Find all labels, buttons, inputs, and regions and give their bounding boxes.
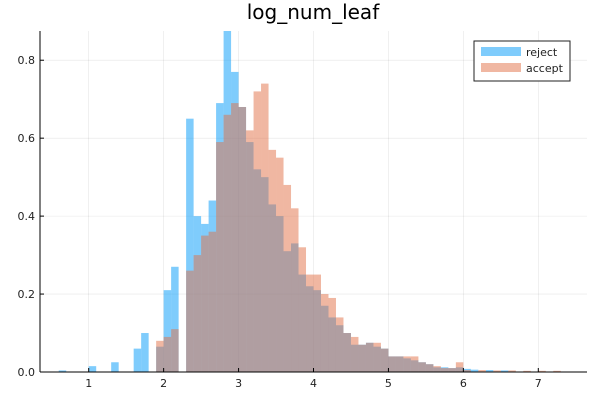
bar-accept-2	[171, 329, 179, 372]
y-tick-label-2: 0.4	[18, 210, 36, 223]
bar-accept-16	[283, 184, 292, 372]
bar-accept-11	[246, 130, 254, 372]
bar-accept-14	[268, 149, 277, 372]
bar-accept-17	[291, 208, 299, 372]
x-tick-label-5: 6	[460, 377, 467, 390]
bar-accept-24	[343, 333, 351, 372]
bar-accept-41	[478, 370, 486, 372]
bar-accept-38	[448, 368, 456, 372]
bar-accept-13	[261, 83, 269, 373]
bar-accept-33	[410, 356, 419, 372]
tick-labels: 1 2 3 4 5 6 7 0.0 0.2 0.4 0.6 0.8	[18, 54, 542, 390]
bar-accept-12	[253, 91, 262, 373]
bar-accept-19	[306, 274, 314, 372]
y-tick-label-0: 0.0	[18, 366, 36, 379]
legend-label-accept: accept	[526, 62, 564, 75]
bar-reject-8	[186, 118, 194, 372]
x-tick-label-6: 7	[535, 377, 542, 390]
bar-reject-46	[470, 369, 479, 372]
bar-accept-6	[208, 231, 217, 372]
bar-reject-1	[88, 366, 97, 372]
bar-accept-30	[388, 356, 396, 372]
y-tick-label-4: 0.8	[18, 54, 36, 67]
bar-accept-22	[328, 297, 336, 372]
y-tick-label-1: 0.2	[18, 288, 36, 301]
legend-swatch-accept	[481, 63, 521, 72]
bar-accept-36	[433, 366, 441, 372]
bar-accept-18	[298, 247, 307, 372]
bar-accept-39	[455, 362, 464, 372]
legend-swatch-reject	[481, 47, 521, 56]
x-tick-label-3: 4	[310, 377, 317, 390]
histogram-bars	[58, 31, 561, 373]
legend-label-reject: reject	[526, 46, 558, 59]
bar-accept-25	[350, 336, 359, 372]
bar-accept-29	[380, 348, 389, 372]
bar-reject-7	[171, 266, 179, 372]
x-tick-label-1: 2	[160, 377, 167, 390]
y-tick-label-3: 0.6	[18, 132, 36, 145]
bar-reject-47	[485, 370, 494, 372]
bar-reject-2	[111, 362, 119, 372]
bar-accept-43	[508, 370, 516, 372]
bar-accept-31	[395, 356, 404, 372]
bar-accept-37	[440, 368, 449, 372]
x-tick-label-0: 1	[85, 377, 92, 390]
bar-accept-0	[156, 340, 164, 372]
plot-axes	[39, 31, 587, 373]
bar-reject-3	[133, 348, 142, 372]
bar-accept-44	[523, 370, 531, 372]
bar-accept-27	[365, 342, 374, 372]
bar-accept-21	[320, 294, 329, 372]
bar-accept-34	[418, 362, 426, 372]
bar-accept-32	[403, 356, 411, 372]
bar-accept-35	[425, 364, 434, 372]
x-tick-label-2: 3	[235, 377, 242, 390]
bar-accept-8	[223, 114, 232, 372]
bar-accept-28	[373, 342, 381, 372]
bar-accept-46	[553, 370, 561, 372]
bar-accept-42	[493, 370, 501, 372]
x-tick-label-4: 5	[385, 377, 392, 390]
bar-accept-40	[463, 370, 471, 372]
bar-accept-4	[193, 255, 202, 372]
bar-accept-26	[358, 344, 366, 372]
bar-accept-3	[186, 270, 194, 372]
bar-accept-45	[538, 370, 546, 372]
bar-accept-7	[216, 142, 224, 372]
bar-accept-20	[313, 274, 321, 372]
legend: reject accept	[473, 40, 571, 82]
bar-reject-4	[141, 333, 149, 372]
bar-accept-9	[231, 103, 239, 373]
bar-accept-10	[238, 106, 247, 372]
chart-title: log_num_leaf	[247, 0, 380, 24]
bar-reject-48	[500, 370, 509, 372]
series-accept	[156, 83, 561, 373]
bar-accept-23	[335, 317, 344, 372]
bar-reject-0	[58, 370, 67, 372]
bar-accept-5	[201, 235, 209, 372]
bar-accept-15	[276, 157, 284, 372]
bar-accept-1	[163, 336, 172, 372]
bar-reject-6	[163, 290, 172, 372]
